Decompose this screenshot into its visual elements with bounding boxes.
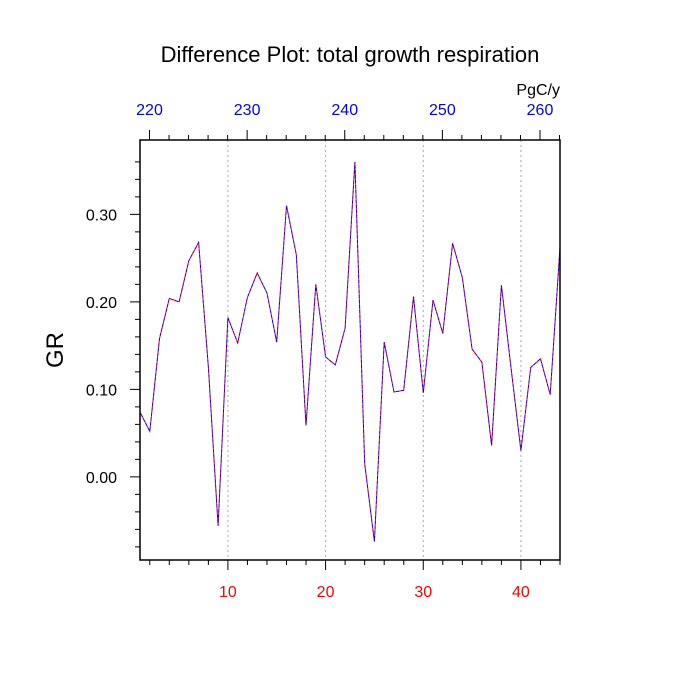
bottom-tick-label: 40 [512,584,530,601]
series-line-blue [139,161,561,542]
axis-ticks [130,130,561,570]
tick-labels: 10 20 30 40 220 230 240 250 260 0.00 0.10 0.20 0.30 [86,102,554,601]
top-tick-label: 250 [429,102,456,119]
top-tick-label: 220 [136,102,163,119]
chart-title: Difference Plot: total growth respiratio… [161,42,540,67]
top-tick-label: 260 [527,102,554,119]
y-axis-label: GR [42,332,69,368]
y-tick-label: 0.20 [86,295,117,312]
bottom-tick-label: 10 [219,584,237,601]
y-tick-label: 0.10 [86,382,117,399]
top-axis-unit-label: PgC/y [516,82,560,99]
bottom-tick-label: 20 [317,584,335,601]
top-tick-label: 240 [331,102,358,119]
grid-lines [227,140,522,560]
bottom-tick-label: 30 [414,584,432,601]
series-lines [139,161,561,542]
series-line-red [139,161,561,542]
y-tick-label: 0.30 [86,207,117,224]
y-tick-label: 0.00 [86,470,117,487]
top-tick-label: 230 [234,102,261,119]
plot-frame [139,139,561,561]
